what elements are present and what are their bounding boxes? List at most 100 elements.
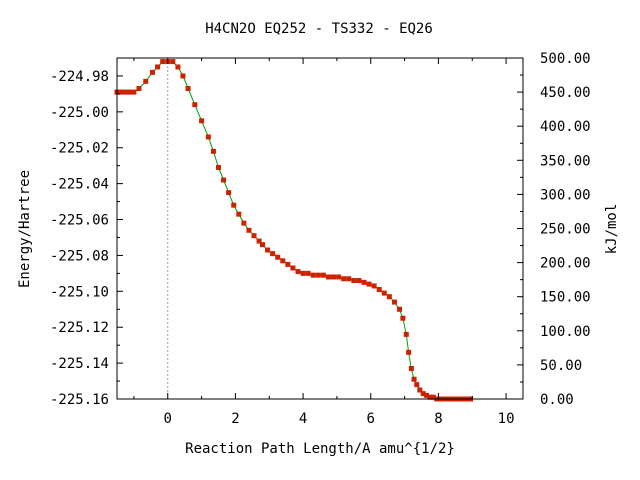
y-axis-right: 0.00 50.00 100.00 150.00 200.00 250.00 300.00 3… bbox=[517, 51, 591, 408]
x-tick-label: 4 bbox=[299, 411, 307, 427]
data-point bbox=[391, 299, 397, 305]
data-point bbox=[160, 59, 166, 65]
y2-tick-label: 50.00 bbox=[540, 358, 582, 374]
data-point bbox=[265, 247, 271, 253]
y2-tick-label: 100.00 bbox=[540, 324, 591, 340]
data-point bbox=[290, 265, 296, 271]
y-axis-label: Energy/Hartree bbox=[17, 170, 33, 288]
data-point bbox=[381, 290, 387, 296]
data-point bbox=[236, 211, 242, 217]
data-point bbox=[346, 276, 352, 282]
y2-tick-label: 250.00 bbox=[540, 222, 591, 238]
plot-area-frame bbox=[116, 57, 524, 400]
y-tick-label: -225.10 bbox=[50, 284, 109, 300]
data-point bbox=[305, 270, 311, 276]
data-point bbox=[121, 89, 127, 95]
x-tick-label: 8 bbox=[434, 411, 442, 427]
data-point bbox=[427, 394, 433, 400]
data-point bbox=[185, 86, 191, 92]
y-axis-left: -224.98 -225.00 -225.02 -225.04 -225.06 -225.… bbox=[50, 69, 123, 408]
y2-tick-label: 0.00 bbox=[540, 392, 574, 408]
data-point bbox=[285, 261, 291, 267]
data-point bbox=[424, 392, 430, 398]
data-point bbox=[216, 164, 221, 170]
series-line bbox=[117, 61, 471, 400]
data-point bbox=[397, 306, 403, 312]
data-point bbox=[226, 190, 232, 196]
y2-tick-label: 450.00 bbox=[540, 85, 591, 101]
data-point bbox=[175, 64, 181, 70]
y-tick-label: -224.98 bbox=[50, 69, 109, 85]
data-point bbox=[210, 148, 216, 154]
y-tick-label: -225.12 bbox=[50, 320, 109, 336]
data-point bbox=[300, 270, 306, 276]
data-point bbox=[341, 276, 347, 282]
y2-tick-label: 150.00 bbox=[540, 290, 591, 306]
y-tick-label: -225.02 bbox=[50, 141, 109, 157]
x-axis-label: Reaction Path Length/A amu^{1/2} bbox=[185, 441, 455, 457]
data-point bbox=[315, 272, 321, 278]
data-point bbox=[310, 272, 316, 278]
chart-title: H4CN2O EQ252 - TS332 - EQ26 bbox=[205, 21, 433, 37]
data-point bbox=[270, 251, 276, 257]
data-point bbox=[408, 365, 414, 371]
data-point bbox=[420, 391, 426, 397]
data-point bbox=[320, 272, 326, 278]
y-tick-label: -225.08 bbox=[50, 248, 109, 264]
data-point bbox=[376, 287, 382, 293]
data-point bbox=[295, 269, 301, 275]
y-tick-label: -225.06 bbox=[50, 213, 109, 229]
y2-tick-label: 500.00 bbox=[540, 51, 591, 67]
y-tick-label: -225.00 bbox=[50, 105, 109, 121]
data-point bbox=[131, 89, 137, 95]
data-point bbox=[241, 220, 247, 226]
data-point bbox=[430, 394, 436, 400]
data-point bbox=[417, 387, 423, 393]
data-point bbox=[221, 177, 227, 183]
y2-axis-label: kJ/mol bbox=[604, 204, 620, 255]
y2-tick-label: 200.00 bbox=[540, 256, 591, 272]
data-point bbox=[117, 89, 123, 95]
data-point bbox=[143, 78, 149, 84]
data-point bbox=[403, 331, 409, 337]
data-point bbox=[366, 281, 372, 287]
data-point bbox=[136, 86, 142, 92]
y2-tick-label: 400.00 bbox=[540, 119, 591, 135]
data-point bbox=[331, 274, 337, 280]
data-point bbox=[356, 278, 362, 284]
data-point bbox=[231, 202, 237, 208]
data-point bbox=[406, 349, 412, 355]
data-point bbox=[275, 254, 281, 260]
data-point bbox=[124, 89, 130, 95]
data-point bbox=[180, 73, 186, 79]
data-point bbox=[414, 382, 420, 388]
data-point bbox=[199, 118, 205, 124]
data-point bbox=[386, 294, 392, 300]
data-point bbox=[280, 258, 286, 264]
y2-tick-label: 350.00 bbox=[540, 153, 591, 169]
data-point bbox=[400, 315, 406, 321]
data-point bbox=[411, 376, 417, 382]
data-point bbox=[246, 227, 252, 233]
x-tick-label: 2 bbox=[231, 411, 239, 427]
x-axis: 0 2 4 6 8 10 bbox=[133, 58, 515, 427]
data-point bbox=[351, 278, 357, 284]
data-point bbox=[325, 274, 331, 280]
y-tick-label: -225.04 bbox=[50, 177, 109, 193]
data-point bbox=[128, 89, 134, 95]
data-point bbox=[192, 102, 198, 108]
data-point bbox=[371, 283, 377, 289]
data-point bbox=[205, 134, 211, 140]
x-tick-label: 0 bbox=[164, 411, 172, 427]
data-point bbox=[336, 274, 342, 280]
x-tick-label: 10 bbox=[498, 411, 515, 427]
y-tick-label: -225.16 bbox=[50, 392, 109, 408]
data-point bbox=[155, 64, 161, 70]
data-point bbox=[251, 233, 257, 239]
y-tick-label: -225.14 bbox=[50, 356, 109, 372]
data-point bbox=[256, 238, 262, 244]
data-point bbox=[170, 59, 176, 65]
x-tick-label: 6 bbox=[367, 411, 375, 427]
data-point bbox=[259, 242, 265, 248]
